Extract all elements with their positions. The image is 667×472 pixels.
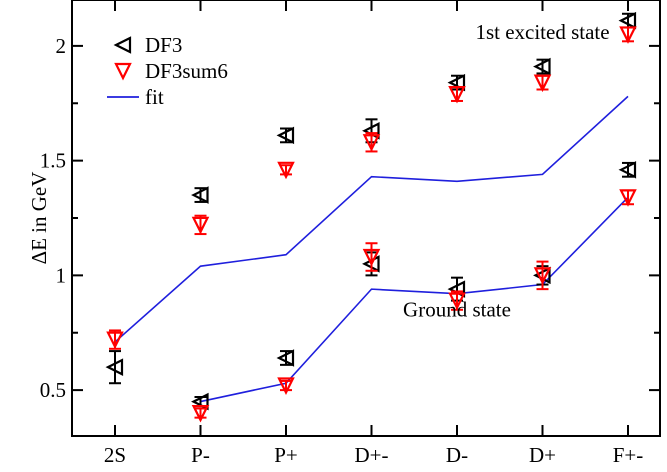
df3sum6-marker [106,331,124,350]
df3sum6-marker [362,248,381,267]
x-tick-label: D+ [529,443,556,467]
fit-line [114,95,629,343]
annotations: 1st excited state Ground state [403,20,610,322]
fit-lines [114,95,629,403]
annotation-label: 1st excited state [475,20,609,44]
x-tick-label: P+ [274,443,298,467]
legend-symbol-df3 [113,36,132,54]
x-tick-label: D- [446,443,468,467]
df3sum6-marker [191,216,210,235]
df3-marker [276,126,295,145]
df3-marker [276,349,295,367]
df3sum6-marker [277,377,295,395]
df3sum6-marker [362,134,381,152]
x-tick-label: F+- [613,443,644,467]
df3-marker [191,186,209,204]
data-markers [105,11,637,423]
y-tick-label: 1 [56,263,67,287]
y-tick-label: 0.5 [40,378,66,402]
df3sum6-marker [619,26,637,44]
axis-ticks: 0.5 1 1.5 2 2S P- P+ D+- D- D+ F+- [40,0,660,467]
x-tick-label: P- [191,443,210,467]
df3sum6-marker [191,404,210,423]
df3-marker [618,11,637,30]
y-tick-label: 2 [56,34,67,58]
legend-label: DF3sum6 [145,59,228,83]
y-tick-label: 1.5 [40,149,66,173]
df3sum6-marker [533,74,552,93]
df3-marker [105,358,124,376]
x-tick-label: D+- [354,443,388,467]
df3sum6-marker [448,292,466,311]
df3sum6-marker [277,161,295,180]
df3sum6-marker [619,189,637,207]
y-axis-label: ΔE in GeV [27,172,51,265]
df3sum6-marker [448,85,466,104]
legend-symbol-df3sum6 [114,62,132,81]
df3sum6-marker [533,267,552,285]
legend-label: fit [145,85,164,109]
legend-label: DF3 [145,33,182,57]
fit-line [200,196,629,403]
df3-marker [618,161,637,179]
annotation-label: Ground state [403,298,511,322]
df3-marker [533,57,551,76]
x-tick-label: 2S [104,443,126,467]
